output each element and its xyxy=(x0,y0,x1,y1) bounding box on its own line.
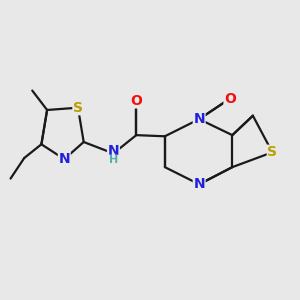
Text: S: S xyxy=(267,145,277,159)
Text: N: N xyxy=(58,152,70,166)
Text: H: H xyxy=(109,155,118,165)
Text: N: N xyxy=(108,144,119,158)
Text: O: O xyxy=(130,94,142,108)
Text: S: S xyxy=(73,101,83,115)
Text: O: O xyxy=(224,92,236,106)
Text: N: N xyxy=(193,112,205,126)
Text: N: N xyxy=(193,177,205,191)
